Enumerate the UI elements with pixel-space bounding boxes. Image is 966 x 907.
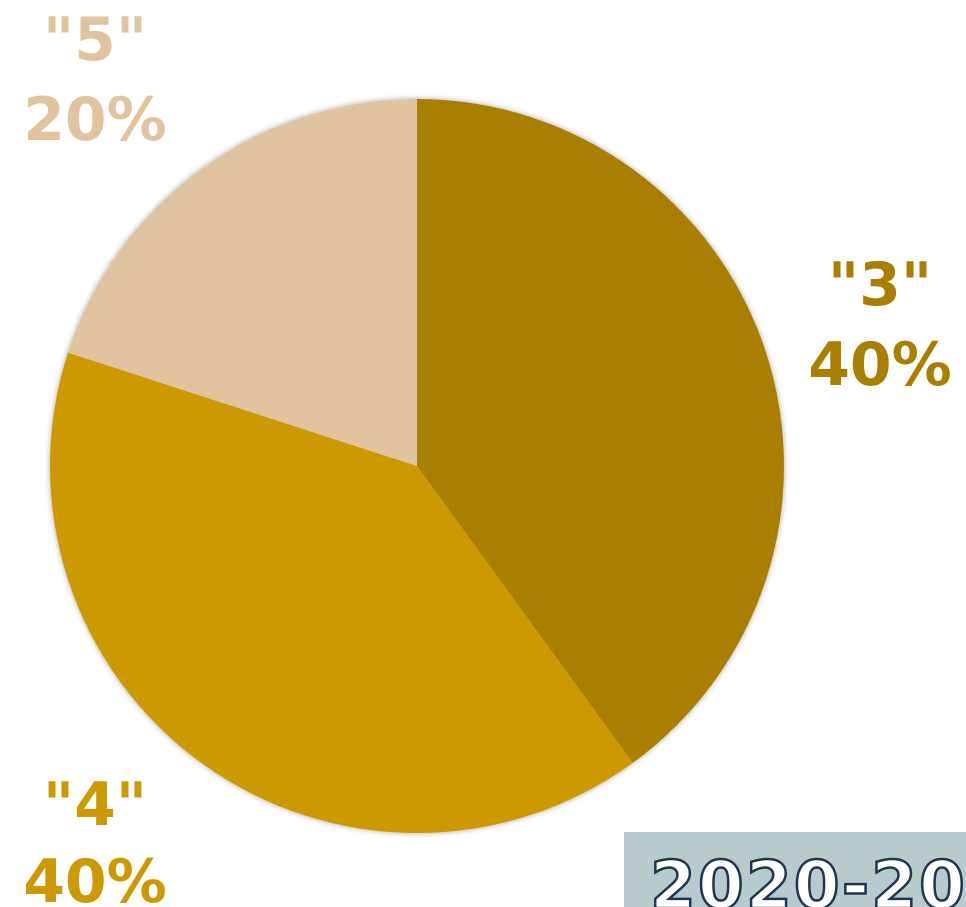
pie (49, 99, 784, 833)
annotation: 2020-20 (650, 847, 966, 907)
pie-slice (67, 99, 418, 466)
annotation-box (624, 832, 966, 907)
value-label: 40% (23, 847, 167, 907)
category-label: "4" (43, 770, 147, 840)
pie-slice (49, 352, 633, 833)
category-label: "3" (828, 250, 932, 320)
value-label: 40% (808, 330, 952, 400)
value-label: 20% (23, 85, 167, 155)
pie-slice (417, 99, 784, 763)
category-label: "5" (43, 5, 147, 75)
